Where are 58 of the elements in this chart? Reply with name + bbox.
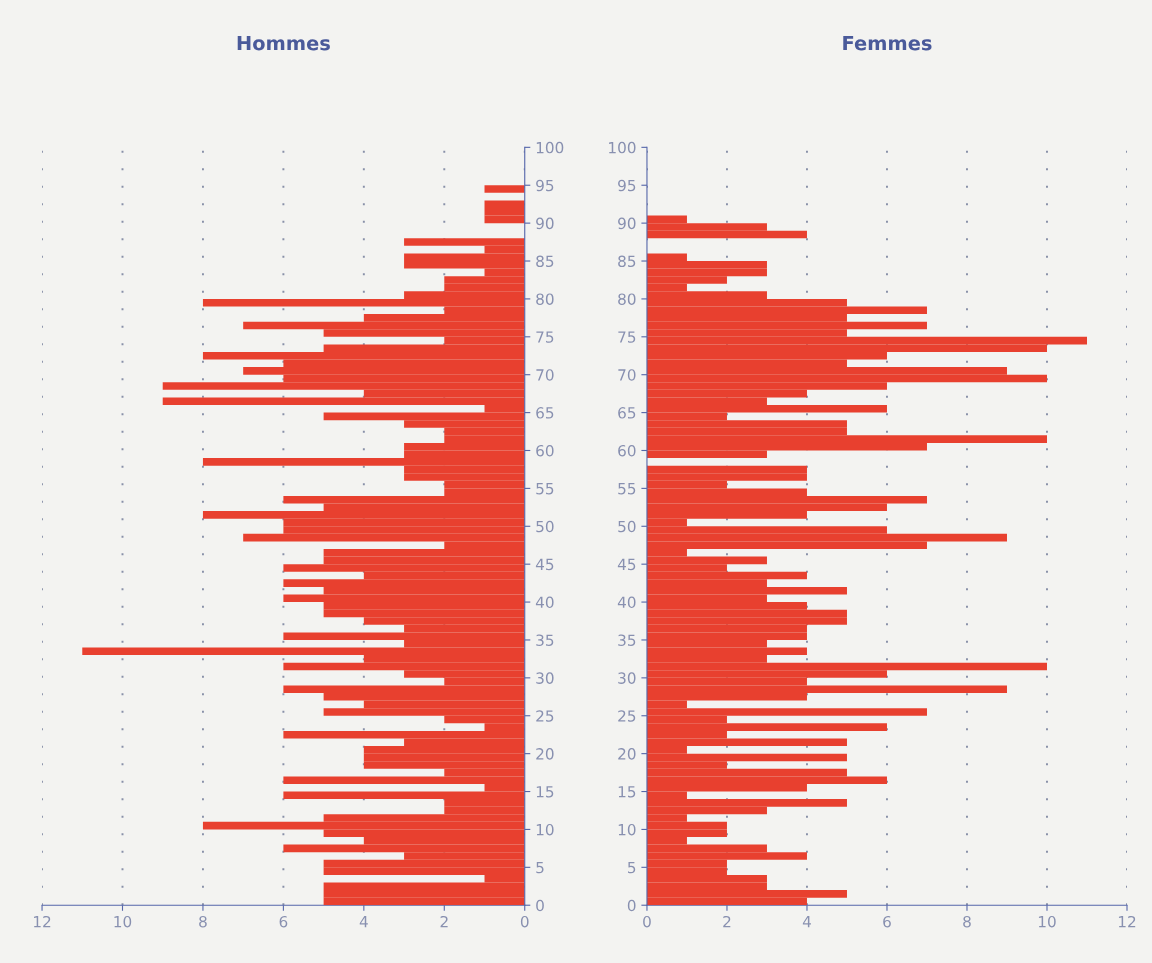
y-tick-label: 55	[618, 483, 636, 495]
y-tick-label: 95	[618, 179, 636, 192]
y-tick-label: 50	[618, 520, 636, 533]
x-tick-label: 2	[723, 915, 731, 928]
x-tick-label: 2	[440, 915, 448, 928]
y-tick-label: 80	[536, 293, 554, 305]
x-tick-label: 6	[279, 915, 288, 928]
y-tick-label: 45	[617, 558, 636, 571]
y-tick-label: 30	[618, 672, 636, 684]
y-tick-label: 80	[618, 293, 636, 305]
y-tick-label: 65	[536, 407, 554, 419]
y-tick-label: 10	[618, 823, 636, 836]
y-tick-label: 70	[618, 369, 636, 381]
y-tick-label: 30	[536, 672, 554, 684]
x-tick-label: 4	[802, 916, 811, 928]
y-tick-label: 0	[627, 899, 636, 912]
y-tick-label: 5	[628, 861, 636, 874]
y-tick-label: 15	[618, 786, 636, 798]
y-tick-label: 95	[536, 179, 554, 192]
y-tick-label: 90	[536, 217, 554, 230]
chart-title: Femmes	[843, 35, 932, 51]
x-tick-label: 12	[1118, 915, 1136, 928]
y-tick-label: 45	[535, 558, 554, 571]
y-tick-label: 60	[618, 444, 636, 457]
x-tick-label: 8	[199, 915, 207, 928]
y-tick-label: 25	[618, 710, 636, 722]
y-tick-label: 75	[618, 331, 636, 343]
y-tick-label: 70	[536, 369, 554, 381]
y-tick-label: 100	[536, 141, 564, 154]
y-tick-label: 50	[536, 520, 554, 533]
y-tick-label: 85	[618, 255, 636, 268]
x-tick-label: 0	[643, 915, 651, 928]
chart-title: Hommes	[237, 35, 330, 51]
y-tick-label: 10	[536, 823, 554, 836]
y-tick-label: 15	[536, 786, 554, 798]
y-tick-label: 40	[617, 596, 636, 609]
y-tick-label: 65	[618, 407, 636, 419]
y-tick-label: 60	[536, 444, 554, 457]
y-tick-label: 20	[618, 748, 636, 760]
x-tick-label: 10	[114, 915, 132, 928]
y-tick-label: 0	[536, 899, 544, 912]
x-tick-label: 12	[34, 915, 51, 928]
x-tick-label: 10	[1038, 915, 1056, 928]
y-tick-label: 25	[536, 710, 554, 722]
y-tick-label: 55	[536, 483, 554, 495]
y-tick-label: 5	[536, 861, 544, 874]
x-tick-label: 0	[520, 915, 529, 928]
y-tick-label: 40	[535, 596, 554, 609]
x-tick-label: 4	[359, 916, 368, 928]
y-tick-label: 20	[536, 748, 554, 760]
x-tick-label: 8	[963, 915, 971, 928]
x-tick-label: 6	[883, 915, 891, 928]
y-tick-label: 35	[536, 634, 554, 646]
y-tick-label: 90	[618, 217, 636, 230]
y-tick-label: 35	[618, 634, 636, 646]
y-tick-label: 75	[536, 331, 554, 343]
y-tick-label: 100	[609, 141, 636, 154]
y-tick-label: 85	[536, 255, 554, 268]
